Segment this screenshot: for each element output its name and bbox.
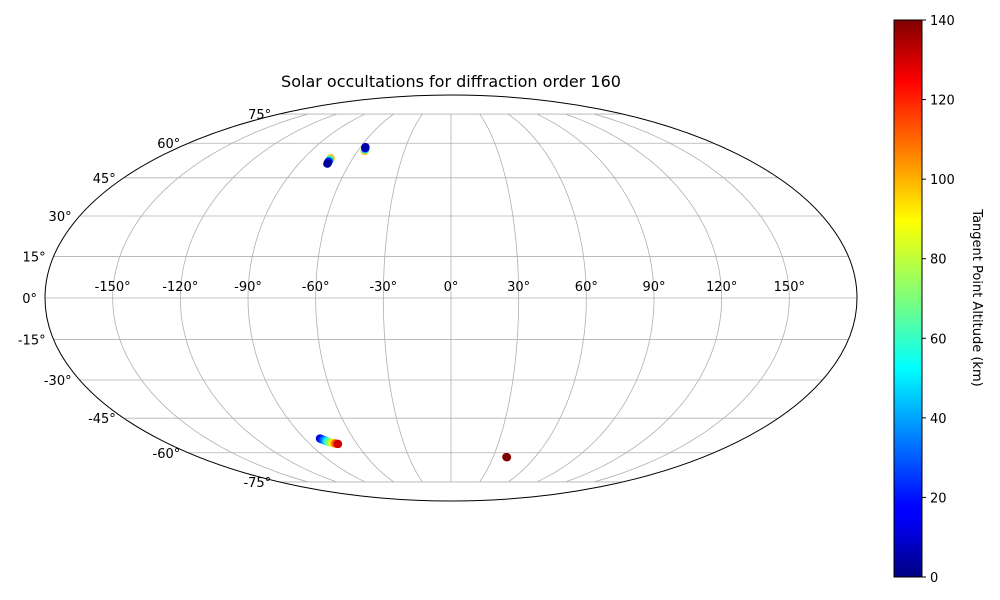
meridian-line bbox=[382, 113, 423, 483]
colorbar-tick-label: 20 bbox=[930, 491, 947, 506]
lon-tick-label: 90° bbox=[642, 280, 665, 295]
lon-tick-label: -60° bbox=[302, 280, 330, 295]
lon-tick-label: 60° bbox=[575, 280, 598, 295]
lon-tick-label: 0° bbox=[444, 280, 459, 295]
colorbar-tick-label: 140 bbox=[930, 14, 955, 29]
graticule bbox=[45, 113, 857, 483]
meridian-line bbox=[508, 113, 587, 483]
occultation-points bbox=[315, 142, 512, 462]
colorbar-tick-label: 60 bbox=[930, 332, 947, 347]
lat-tick-label: -15° bbox=[18, 334, 46, 349]
lat-tick-label: -45° bbox=[88, 412, 116, 427]
occultation-point bbox=[333, 439, 343, 449]
occultation-point bbox=[323, 159, 332, 168]
chart-title: Solar occultations for diffraction order… bbox=[281, 72, 621, 91]
lon-tick-label: -120° bbox=[162, 280, 198, 295]
colorbar-label: Tangent Point Altitude (km) bbox=[969, 208, 984, 386]
colorbar: 0 20 40 60 80 100 120 140 Tangent Point Altitud… bbox=[893, 14, 984, 586]
meridian-line bbox=[315, 113, 394, 483]
lat-tick-label: 0° bbox=[22, 292, 37, 307]
meridian-line bbox=[247, 113, 366, 483]
lon-tick-label: -30° bbox=[369, 280, 397, 295]
colorbar-tick-label: 0 bbox=[930, 571, 938, 586]
lon-tick-label: 120° bbox=[706, 280, 737, 295]
lat-tick-label: 15° bbox=[23, 250, 46, 265]
map-boundary bbox=[44, 94, 858, 502]
lat-tick-label: -60° bbox=[153, 447, 181, 462]
colorbar-tick-label: 80 bbox=[930, 253, 947, 268]
lon-tick-label: 150° bbox=[774, 280, 805, 295]
meridian-line bbox=[594, 113, 790, 483]
occultation-point bbox=[502, 453, 512, 462]
lat-tick-label: 60° bbox=[157, 137, 180, 152]
meridian-line bbox=[479, 113, 520, 483]
colorbar-tick-label: 100 bbox=[930, 173, 955, 188]
lat-tick-label: 45° bbox=[93, 172, 116, 187]
colorbar-tick-label: 40 bbox=[930, 412, 947, 427]
lon-tick-label: 30° bbox=[507, 280, 530, 295]
colorbar-tick-label: 120 bbox=[930, 94, 955, 109]
lat-tick-label: -75° bbox=[243, 476, 271, 491]
colorbar-gradient bbox=[893, 19, 923, 578]
lat-tick-label: 75° bbox=[248, 108, 271, 123]
colorbar-ticks: 0 20 40 60 80 100 120 140 bbox=[922, 14, 955, 586]
meridian-line bbox=[112, 113, 308, 483]
meridian-line bbox=[536, 113, 655, 483]
longitude-tick-labels: -150° -120° -90° -60° -30° 0° 30° 60° 90° 120° 150… bbox=[95, 280, 805, 295]
lon-tick-label: -150° bbox=[95, 280, 131, 295]
lat-tick-label: 30° bbox=[49, 210, 72, 225]
lat-tick-label: -30° bbox=[44, 374, 72, 389]
lon-tick-label: -90° bbox=[234, 280, 262, 295]
latitude-tick-labels: 75° 60° 45° 30° 15° 0° -15° -30° -45° -60° -75° bbox=[18, 108, 271, 491]
meridian-line bbox=[179, 113, 337, 483]
occultation-point bbox=[361, 142, 370, 152]
meridian-line bbox=[565, 113, 723, 483]
